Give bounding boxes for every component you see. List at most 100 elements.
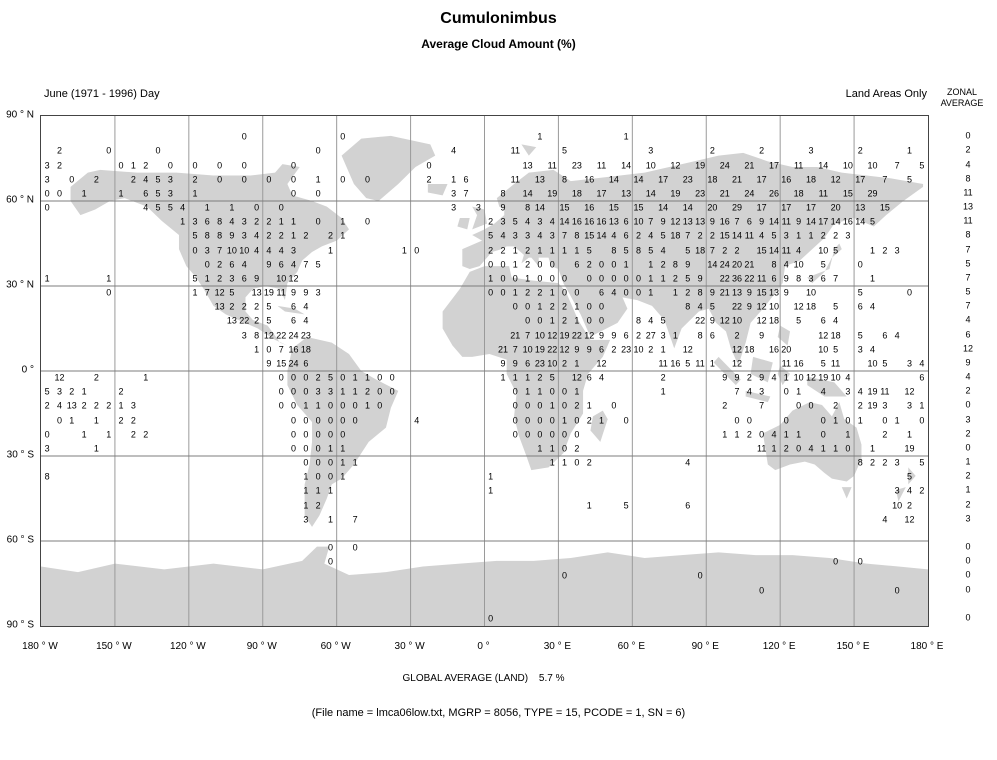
grid-cell-value: 0 <box>106 287 112 298</box>
grid-cell-value: 10 <box>842 160 853 171</box>
grid-cell-value: 0 <box>303 415 309 426</box>
grid-cell-value: 1 <box>488 485 494 496</box>
longitude-axis: 180 ° W 150 ° W 120 ° W 90 ° W 60 ° W 30 ° W 0… <box>22 641 943 655</box>
grid-cell-value: 0 <box>697 570 703 581</box>
grid-cell-value: 5 <box>882 358 888 369</box>
grid-cell-value: 2 <box>537 372 543 383</box>
grid-cell-value: 2 <box>586 457 592 468</box>
eurasia-landmass <box>462 152 924 366</box>
grid-cell-value: 18 <box>744 344 755 355</box>
grid-cell-value: 1 <box>204 202 210 213</box>
grid-cell-value: 1 <box>118 188 124 199</box>
zonal-average-value: 4 <box>965 371 971 382</box>
grid-cell-value: 14 <box>682 202 693 213</box>
grid-cell-value: 1 <box>820 443 826 454</box>
grid-cell-value: 1 <box>364 372 370 383</box>
grid-cell-value: 18 <box>571 188 582 199</box>
grid-cell-value: 3 <box>512 230 518 241</box>
grid-cell-value: 7 <box>204 287 210 298</box>
grid-cell-value: 2 <box>278 230 284 241</box>
grid-cell-value: 0 <box>389 372 395 383</box>
grid-cell-value: 2 <box>562 301 568 312</box>
grid-cell-value: 12 <box>805 372 816 383</box>
grid-cell-value: 0 <box>327 471 334 482</box>
longitude-tick-label: 30 ° E <box>543 641 572 652</box>
grid-cell-value: 2 <box>525 259 531 270</box>
grid-cell-value: 0 <box>808 400 814 411</box>
grid-cell-value: 2 <box>685 287 691 298</box>
grid-cell-value: 0 <box>759 429 765 440</box>
grid-cell-value: 5 <box>562 145 568 156</box>
grid-cell-value: 2 <box>130 429 136 440</box>
grid-cell-value: 0 <box>599 273 605 284</box>
zonal-average-value: 7 <box>965 272 971 283</box>
grid-cell-value: 10 <box>226 245 237 256</box>
grid-cell-value: 0 <box>562 400 568 411</box>
grid-cell-value: 3 <box>525 230 531 241</box>
grid-cell-value: 11 <box>510 174 520 185</box>
grid-cell-value: 2 <box>882 429 888 440</box>
longitude-tick-label: 120 ° E <box>762 641 796 652</box>
grid-cell-value: 0 <box>549 429 555 440</box>
grid-cell-value: 2 <box>143 160 149 171</box>
grid-cell-value: 3 <box>783 230 789 241</box>
grid-cell-value: 2 <box>709 145 715 156</box>
grid-cell-value: 14 <box>608 174 619 185</box>
grid-cell-value: 5 <box>857 330 863 341</box>
grid-cell-value: 1 <box>537 386 543 397</box>
grid-cell-value: 5 <box>796 315 802 326</box>
longitude-tick-label: 180 ° W <box>22 641 58 652</box>
longitude-tick-label: 60 ° W <box>320 641 351 652</box>
grid-cell-value: 0 <box>315 415 321 426</box>
grid-cell-value: 15 <box>559 202 570 213</box>
latitude-tick-label: 30 ° N <box>6 279 34 291</box>
grid-cell-value: 6 <box>882 330 888 341</box>
grid-cell-value: 10 <box>830 372 841 383</box>
grid-cell-value: 0 <box>192 160 198 171</box>
grid-cell-value: 2 <box>254 301 260 312</box>
grid-cell-value: 1 <box>562 245 568 256</box>
grid-cell-value: 23 <box>621 344 632 355</box>
grid-cell-value: 13 <box>522 160 533 171</box>
grid-cell-value: 3 <box>451 202 457 213</box>
longitude-tick-label: 90 ° W <box>246 641 277 652</box>
grid-cell-value: 2 <box>882 457 888 468</box>
grid-cell-value: 4 <box>303 301 309 312</box>
grid-cell-value: 0 <box>327 457 334 468</box>
grid-cell-value: 0 <box>574 287 580 298</box>
grid-cell-value: 0 <box>327 415 334 426</box>
grid-cell-value: 3 <box>894 485 900 496</box>
grid-cell-value: 1 <box>648 273 654 284</box>
grid-cell-value: 1 <box>660 273 666 284</box>
grid-cell-value: 0 <box>796 443 802 454</box>
grid-cell-value: 18 <box>793 188 804 199</box>
zonal-average-value: 2 <box>965 499 971 510</box>
global-average-value: 5.7 % <box>538 673 565 684</box>
grid-cell-value: 18 <box>768 315 780 326</box>
grid-cell-value: 1 <box>907 145 913 156</box>
grid-cell-value: 1 <box>586 400 592 411</box>
grid-cell-value: 2 <box>192 174 198 185</box>
grid-cell-value: 0 <box>488 613 494 624</box>
grid-cell-value: 8 <box>685 301 691 312</box>
grid-cell-value: 0 <box>266 344 272 355</box>
grid-cell-value: 8 <box>44 471 50 482</box>
grid-cell-value: 13 <box>534 174 545 185</box>
grid-cell-value: 1 <box>118 400 124 411</box>
grid-cell-value: 0 <box>377 372 383 383</box>
grid-cell-value: 9 <box>266 358 272 369</box>
grid-cell-value: 12 <box>670 216 681 227</box>
grid-cell-value: 1 <box>783 429 789 440</box>
grid-cell-value: 2 <box>882 245 888 256</box>
grid-cell-value: 0 <box>204 259 210 270</box>
grid-cell-value: 1 <box>672 330 678 341</box>
grid-cell-value: 3 <box>192 216 198 227</box>
grid-cell-value: 2 <box>611 344 617 355</box>
grid-cell-value: 1 <box>660 386 666 397</box>
grid-cell-value: 0 <box>278 372 284 383</box>
grid-cell-value: 16 <box>768 344 780 355</box>
grid-cell-value: 6 <box>623 330 629 341</box>
grid-cell-value: 1 <box>69 415 75 426</box>
grid-cell-value: 23 <box>534 358 545 369</box>
zonal-average-value: 2 <box>965 385 971 396</box>
